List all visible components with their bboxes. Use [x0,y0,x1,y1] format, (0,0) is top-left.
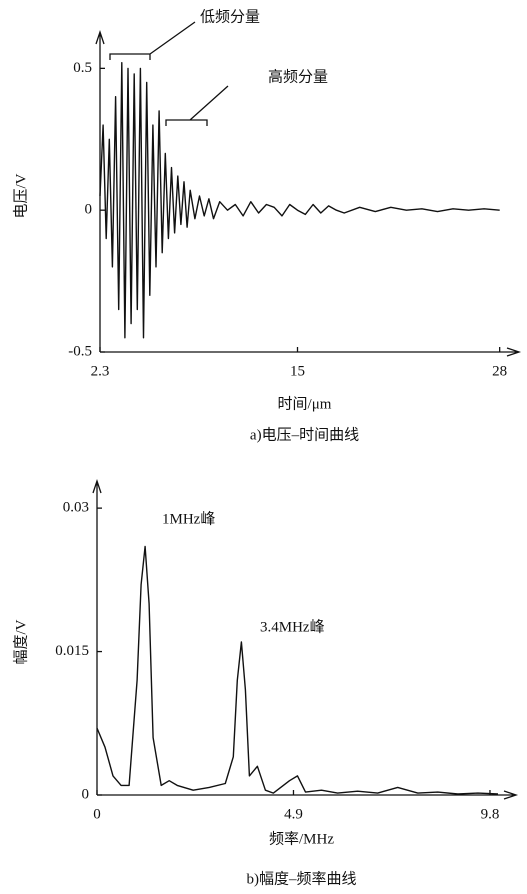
y-tick-label: 0 [82,786,90,802]
x-axis [97,790,519,800]
x-tick-label: 28 [492,363,507,379]
y-tick-label: -0.5 [68,343,92,359]
y-axis-label: 电压/V [12,173,29,218]
x-tick-label: 15 [290,363,305,379]
y-tick-label: 0.5 [73,60,92,76]
brackets [109,21,229,126]
y-axis-label: 幅度/V [12,619,29,664]
annotation: 高频分量 [268,68,328,85]
data-line [99,62,500,339]
x-axis [100,347,522,357]
low-frequency-bracket [109,21,196,60]
annotation: 1MHz峰 [162,510,215,527]
x-tick-label: 0 [93,806,101,822]
x-tick-label: 2.3 [91,363,110,379]
x-tick-label: 9.8 [481,806,500,822]
annotation: 3.4MHz峰 [260,618,325,635]
x-tick-label: 4.9 [284,806,303,822]
x-axis-label: 频率/MHz [269,830,334,847]
y-axis [92,478,102,795]
chart-title: a)电压–时间曲线 [250,426,359,443]
data-line [96,545,499,795]
annotation: 低频分量 [200,8,260,25]
high-frequency-bracket [165,85,229,126]
chart-title: b)幅度–频率曲线 [247,870,357,887]
y-tick-label: 0 [85,202,93,218]
y-tick-label: 0.015 [55,643,89,659]
x-axis-label: 时间/μm [278,395,332,412]
y-tick-label: 0.03 [63,500,89,516]
